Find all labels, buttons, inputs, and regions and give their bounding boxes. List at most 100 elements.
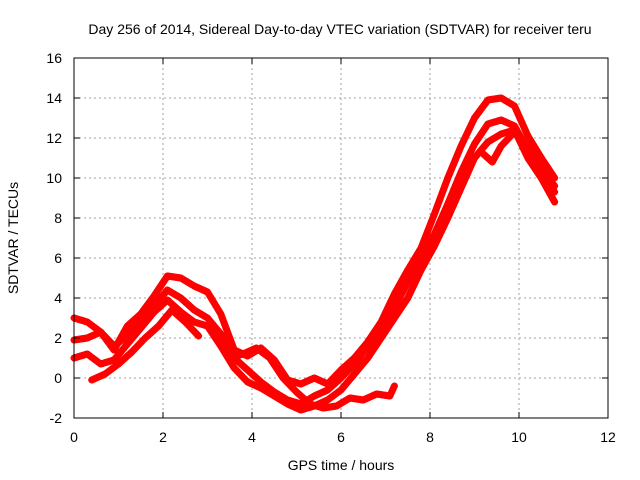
data-point: [453, 152, 461, 160]
data-point: [224, 328, 232, 336]
data-point: [428, 217, 436, 225]
data-point: [441, 181, 449, 189]
data-point: [216, 328, 224, 336]
data-point: [458, 181, 466, 189]
data-point: [420, 237, 428, 245]
data-point: [222, 324, 230, 332]
data-point: [465, 166, 473, 174]
data-point: [225, 332, 233, 340]
data-point: [442, 203, 450, 211]
data-point: [454, 174, 462, 182]
data-point: [446, 208, 454, 216]
data-point: [521, 126, 529, 134]
data-point: [440, 185, 448, 193]
data-point: [456, 187, 464, 195]
data-point: [445, 211, 453, 219]
data-point: [425, 224, 433, 232]
grid: [74, 58, 608, 418]
data-point: [516, 114, 524, 122]
data-point: [193, 331, 201, 339]
x-tick-label: 12: [600, 429, 616, 445]
data-point: [549, 180, 557, 188]
data-point: [523, 129, 531, 137]
data-point: [226, 335, 234, 343]
x-axis-label: GPS time / hours: [288, 457, 395, 473]
data-point: [457, 184, 465, 192]
data-point: [448, 205, 456, 213]
data-point: [513, 108, 521, 116]
data-point: [519, 120, 527, 128]
data-point: [430, 210, 438, 218]
data-point: [438, 212, 446, 220]
series-track-5: [226, 344, 398, 412]
x-tick-label: 4: [248, 429, 256, 445]
data-point: [454, 148, 462, 156]
data-point: [452, 196, 460, 204]
data-point: [440, 209, 448, 217]
data-point: [515, 111, 523, 119]
data-point: [444, 214, 452, 222]
data-point: [389, 385, 397, 393]
data-point: [512, 105, 520, 113]
data-point: [450, 158, 458, 166]
data-point: [462, 172, 470, 180]
y-tick-label: 2: [54, 330, 62, 346]
y-tick-label: 10: [46, 170, 62, 186]
x-tick-label: 0: [70, 429, 78, 445]
data-point: [429, 213, 437, 221]
data-point: [520, 123, 528, 131]
data-point: [446, 168, 454, 176]
data-point: [221, 321, 229, 329]
data-point: [453, 193, 461, 201]
y-tick-label: 4: [54, 290, 62, 306]
x-tick-label: 6: [337, 429, 345, 445]
series-group: [70, 94, 559, 414]
data-point: [434, 199, 442, 207]
data-point: [195, 332, 203, 340]
data-point: [438, 188, 446, 196]
data-point: [424, 227, 432, 235]
series-track-6: [479, 128, 559, 190]
data-point: [446, 194, 454, 202]
data-point: [453, 178, 461, 186]
y-axis-label: SDTVAR / TECUs: [5, 182, 21, 294]
x-tick-label: 10: [511, 429, 527, 445]
data-point: [220, 317, 228, 325]
data-point: [464, 169, 472, 177]
y-tick-label: 14: [46, 90, 62, 106]
y-tick-label: -2: [50, 410, 63, 426]
data-point: [448, 190, 456, 198]
data-point: [390, 382, 398, 390]
data-point: [421, 234, 429, 242]
series-line: [70, 116, 559, 408]
data-point: [432, 206, 440, 214]
data-point: [454, 190, 462, 198]
data-point: [433, 203, 441, 211]
chart-title: Day 256 of 2014, Sidereal Day-to-day VTE…: [88, 21, 591, 37]
x-tick-label: 8: [426, 429, 434, 445]
data-point: [452, 181, 460, 189]
x-tick-label: 2: [159, 429, 167, 445]
data-point: [469, 157, 477, 165]
data-point: [452, 155, 460, 163]
data-point: [217, 310, 225, 318]
data-point: [456, 145, 464, 153]
data-point: [456, 171, 464, 179]
data-point: [466, 163, 474, 171]
data-point: [449, 187, 457, 195]
series-track-3: [70, 126, 559, 414]
y-tick-label: 0: [54, 370, 62, 386]
data-point: [362, 356, 370, 364]
data-point: [218, 314, 226, 322]
data-point: [517, 117, 525, 125]
data-point: [511, 102, 519, 110]
series-line: [70, 126, 559, 414]
data-point: [460, 178, 468, 186]
data-point: [387, 389, 395, 397]
data-point: [450, 199, 458, 207]
data-point: [551, 182, 559, 190]
data-point: [445, 197, 453, 205]
data-point: [441, 206, 449, 214]
y-tick-label: 6: [54, 250, 62, 266]
data-point: [386, 392, 394, 400]
